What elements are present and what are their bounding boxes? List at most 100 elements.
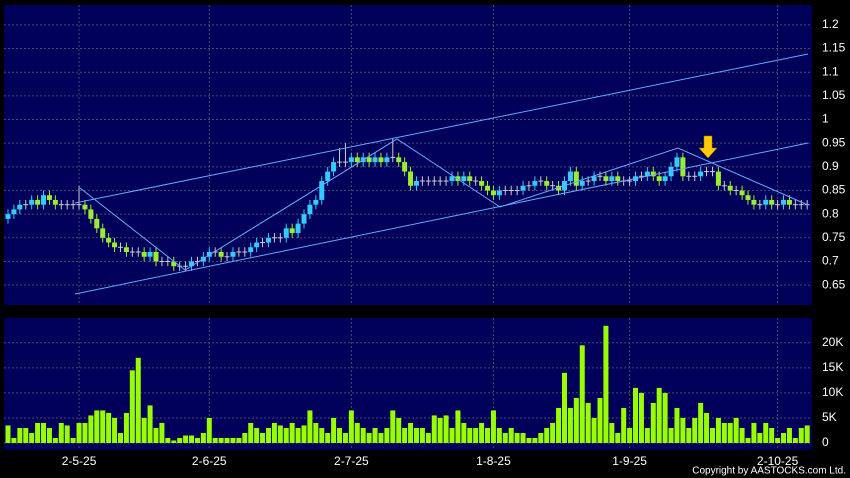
marks-layer: [5, 138, 810, 443]
volume-bar: [662, 392, 668, 443]
volume-bar: [265, 427, 271, 443]
volume-tick-label: 10K: [822, 385, 843, 399]
candle-body: [41, 195, 47, 205]
volume-bar: [461, 422, 467, 443]
volume-bar: [538, 432, 544, 443]
volume-bar: [739, 427, 745, 443]
volume-bar: [366, 432, 372, 443]
volume-bar: [277, 425, 283, 443]
volume-bar: [402, 427, 408, 443]
candle-body: [206, 252, 212, 257]
volume-bar: [17, 427, 23, 443]
volume-bar: [668, 427, 674, 443]
volume-bar: [41, 422, 47, 443]
volume-bar: [372, 427, 378, 443]
candle-body: [680, 157, 686, 177]
volume-bar: [348, 410, 354, 443]
volume-bar: [514, 432, 520, 443]
candle-body: [656, 176, 662, 182]
volume-bar: [129, 370, 135, 443]
volume-bar: [473, 427, 479, 443]
candle-body: [544, 181, 550, 186]
volume-bar: [218, 437, 224, 443]
volume-bar: [360, 427, 366, 443]
volume-bar: [224, 437, 230, 443]
volume-bar: [786, 427, 792, 443]
volume-bar: [390, 410, 396, 443]
candle-body: [615, 176, 621, 182]
volume-bar: [561, 372, 567, 443]
candle-body: [112, 242, 118, 248]
volume-bar: [413, 427, 419, 443]
volume-bar: [591, 417, 597, 443]
volume-bar: [189, 435, 195, 443]
volume-tick-label: 0: [822, 435, 829, 449]
volume-bar: [644, 427, 650, 443]
volume-bar: [307, 410, 313, 443]
volume-bar: [106, 412, 112, 443]
volume-tick-label: 15K: [822, 360, 843, 374]
volume-bar: [781, 432, 787, 443]
volume-bar: [147, 405, 153, 443]
candle-body: [5, 214, 11, 219]
volume-bar: [254, 427, 260, 443]
y-tick-label: 1: [822, 112, 829, 126]
volume-bar: [165, 437, 171, 443]
volume-bar: [46, 427, 52, 443]
candle-body: [17, 204, 23, 210]
candle-body: [781, 199, 787, 205]
volume-bar: [437, 417, 443, 443]
candle-body: [567, 171, 573, 182]
volume-bar: [721, 422, 727, 443]
volume-bar: [715, 417, 721, 443]
candle-body: [35, 199, 41, 205]
candle-body: [408, 171, 414, 186]
candle-body: [378, 157, 384, 163]
candle-body: [94, 218, 100, 229]
candle-body: [745, 195, 751, 200]
x-tick-label: 1-9-25: [612, 454, 647, 468]
candle-body: [189, 261, 195, 267]
volume-bar: [64, 425, 70, 443]
candle-body: [396, 157, 402, 163]
candle-body: [29, 199, 35, 205]
volume-bar: [35, 422, 41, 443]
candle-body: [556, 185, 562, 191]
y-tick-label: 0.7: [822, 254, 839, 268]
volume-bar: [425, 432, 431, 443]
volume-bar: [615, 432, 621, 443]
volume-bar: [123, 412, 129, 443]
y-tick-label: 1.05: [822, 88, 846, 102]
candle-body: [573, 171, 579, 186]
trend-line: [74, 142, 809, 295]
volume-bar: [550, 422, 556, 443]
volume-bar: [52, 437, 58, 443]
candle-body: [218, 252, 224, 257]
volume-bar: [443, 415, 449, 443]
volume-bar: [159, 422, 165, 443]
volume-bar: [573, 397, 579, 443]
volume-bar: [194, 437, 200, 443]
x-tick-label: 2-6-25: [192, 454, 227, 468]
candle-body: [11, 209, 17, 215]
x-tick-label: 2-10-25: [757, 454, 799, 468]
x-tick-label: 2-5-25: [62, 454, 97, 468]
x-tick-label: 2-7-25: [334, 454, 369, 468]
volume-bar: [544, 427, 550, 443]
volume-bar: [556, 407, 562, 443]
volume-bar: [378, 432, 384, 443]
candle-body: [413, 181, 419, 186]
volume-bar: [100, 410, 106, 443]
volume-bar: [686, 427, 692, 443]
volume-bar: [763, 422, 769, 443]
volume-bar: [638, 392, 644, 443]
volume-bar: [455, 410, 461, 443]
candle-body: [123, 247, 129, 253]
candle-body: [295, 223, 301, 234]
volume-bar: [467, 427, 473, 443]
candle-body: [289, 228, 295, 234]
volume-bar: [313, 422, 319, 443]
y-tick-label: 1.2: [822, 17, 839, 31]
candle-body: [100, 228, 106, 238]
y-tick-label: 0.8: [822, 206, 839, 220]
